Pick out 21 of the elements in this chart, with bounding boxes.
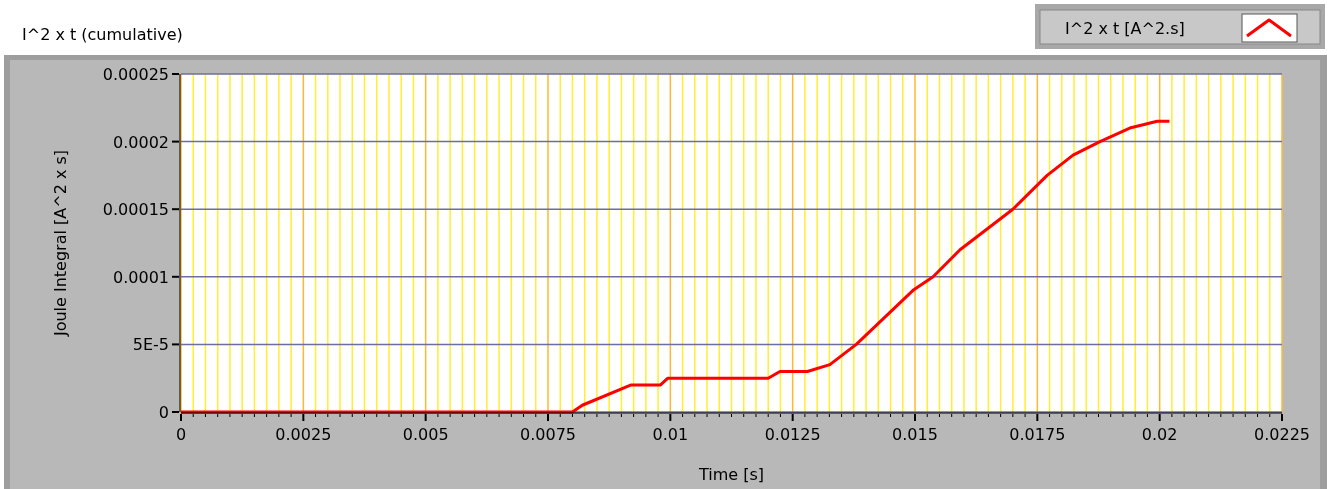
line-series — [179, 119, 1171, 414]
x-tick-label: 0.005 — [402, 425, 449, 444]
x-tick-label: 0.01 — [652, 425, 689, 444]
x-tick-label: 0.0075 — [520, 425, 576, 444]
y-tick-label: 0.0002 — [113, 132, 169, 152]
y-tick-label: 0 — [158, 403, 169, 422]
y-tick-label: 5E-5 — [132, 335, 169, 355]
y-tick-label: 0.00025 — [102, 65, 169, 84]
y-tick-label: 0.0001 — [113, 267, 169, 287]
y-axis-title: Joule Integral [A^2 x s] — [51, 149, 70, 338]
chart-title: I^2 x t (cumulative) — [22, 25, 183, 44]
x-tick-label: 0 — [175, 425, 187, 444]
x-tick-label: 0.0125 — [764, 425, 821, 444]
text: I^2 x t [A^2.s] — [1065, 19, 1185, 38]
x-tick-label: 0.0175 — [1009, 425, 1066, 444]
x-tick-label: 0.015 — [892, 425, 938, 444]
y-tick-label: 0.00015 — [102, 200, 169, 220]
x-tick-label: 0.02 — [1141, 425, 1178, 444]
x-tick-label: 0.0025 — [275, 425, 332, 444]
x-tick-label: 0.0225 — [1254, 425, 1310, 444]
x-axis-title: Time [s] — [697, 465, 765, 484]
